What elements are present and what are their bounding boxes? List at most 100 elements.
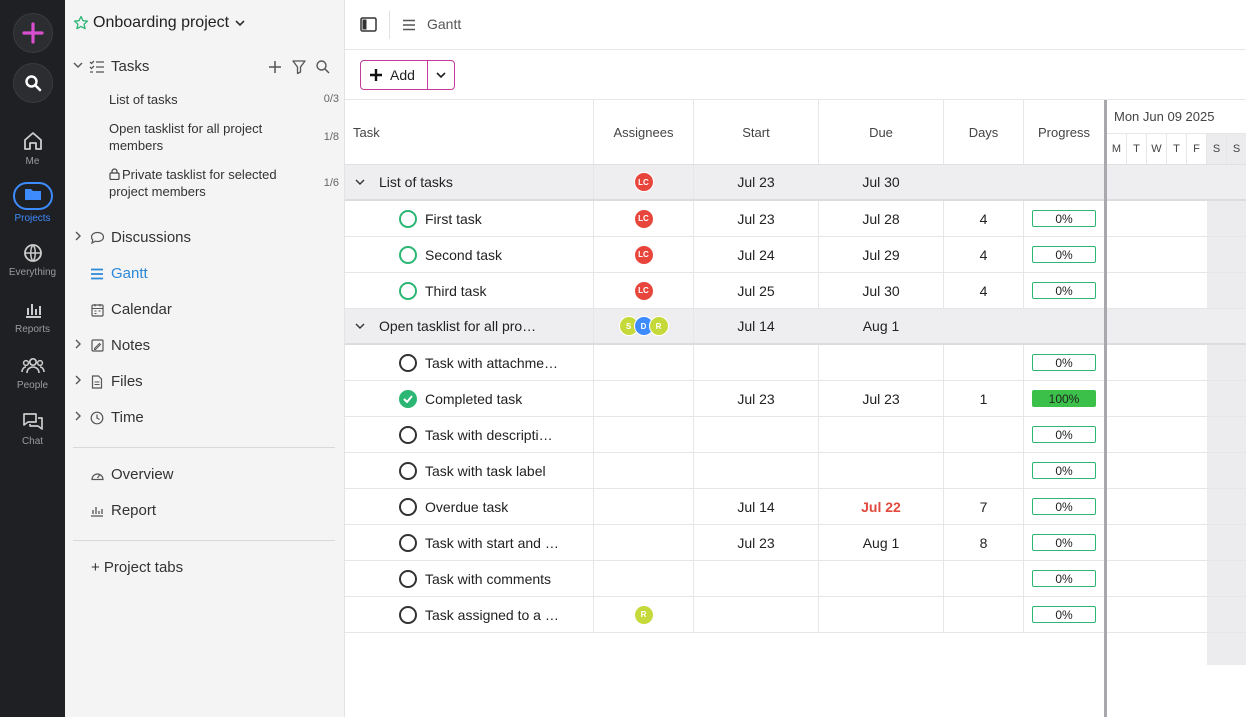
- task-progress[interactable]: 0%: [1032, 210, 1096, 227]
- task-start[interactable]: Jul 23: [737, 534, 775, 551]
- task-start[interactable]: Jul 14: [737, 498, 775, 515]
- column-header-task[interactable]: Task: [345, 100, 594, 164]
- star-icon[interactable]: [73, 15, 89, 31]
- task-name[interactable]: Task with attachme…: [425, 354, 559, 371]
- project-tabs-button[interactable]: + Project tabs: [91, 559, 183, 576]
- task-progress[interactable]: 0%: [1032, 534, 1096, 551]
- nav-discussions[interactable]: Discussions: [73, 229, 191, 246]
- search-button[interactable]: [13, 63, 53, 103]
- chevron-down-icon[interactable]: [355, 177, 365, 187]
- task-progress[interactable]: 0%: [1032, 426, 1096, 443]
- task-row[interactable]: Task with attachme… 0%: [345, 345, 1105, 381]
- task-name[interactable]: Second task: [425, 246, 503, 263]
- rail-item-people[interactable]: People: [0, 356, 65, 391]
- task-due[interactable]: Jul 30: [862, 282, 900, 299]
- task-start[interactable]: Jul 25: [737, 282, 775, 299]
- grid-resize-handle[interactable]: [1104, 100, 1107, 717]
- chevron-down-icon[interactable]: [73, 60, 87, 73]
- column-header-assignees[interactable]: Assignees: [594, 100, 694, 164]
- task-row[interactable]: Completed task Jul 23 Jul 23 1 100%: [345, 381, 1105, 417]
- task-completed-check-icon[interactable]: [399, 389, 417, 408]
- search-icon[interactable]: [315, 59, 331, 79]
- group-row[interactable]: List of tasks LC Jul 23 Jul 30: [345, 165, 1105, 201]
- task-due[interactable]: Jul 23: [862, 390, 900, 407]
- add-button[interactable]: Add: [361, 61, 428, 89]
- task-name[interactable]: Overdue task: [425, 498, 509, 515]
- chevron-right-icon[interactable]: [73, 339, 87, 352]
- nav-tasks[interactable]: Tasks: [73, 58, 339, 75]
- task-name[interactable]: Third task: [425, 282, 487, 299]
- task-status-circle-icon[interactable]: [399, 605, 417, 624]
- avatar[interactable]: LC: [633, 172, 654, 192]
- nav-time[interactable]: Time: [73, 409, 144, 426]
- nav-overview[interactable]: Overview: [73, 466, 174, 483]
- task-start[interactable]: Jul 23: [737, 390, 775, 407]
- task-progress[interactable]: 0%: [1032, 246, 1096, 263]
- project-title-dropdown[interactable]: Onboarding project: [73, 14, 246, 32]
- create-button[interactable]: [13, 13, 53, 53]
- column-header-days[interactable]: Days: [944, 100, 1024, 164]
- task-row[interactable]: First task LC Jul 23 Jul 28 4 0%: [345, 201, 1105, 237]
- task-row[interactable]: Task with descripti… 0%: [345, 417, 1105, 453]
- task-row[interactable]: Third task LC Jul 25 Jul 30 4 0%: [345, 273, 1105, 309]
- task-due-overdue[interactable]: Jul 22: [861, 498, 901, 515]
- task-row[interactable]: Task with task label 0%: [345, 453, 1105, 489]
- nav-calendar[interactable]: Calendar: [73, 301, 172, 318]
- task-status-circle-icon[interactable]: [399, 425, 417, 444]
- task-progress[interactable]: 100%: [1032, 390, 1096, 407]
- rail-item-me[interactable]: Me: [0, 130, 65, 167]
- task-status-circle-icon[interactable]: [399, 209, 417, 228]
- avatar[interactable]: LC: [633, 244, 654, 265]
- avatar[interactable]: LC: [633, 208, 654, 229]
- group-row[interactable]: Open tasklist for all pro… S D R Jul 14 …: [345, 309, 1105, 345]
- task-progress[interactable]: 0%: [1032, 354, 1096, 371]
- task-status-circle-icon[interactable]: [399, 461, 417, 480]
- rail-item-everything[interactable]: Everything: [0, 243, 65, 278]
- tasklist-item[interactable]: Open tasklist for all project members 1/…: [109, 120, 339, 154]
- add-task-icon[interactable]: [267, 59, 283, 79]
- task-row[interactable]: Task assigned to a … R 0%: [345, 597, 1105, 633]
- tasklist-item[interactable]: Private tasklist for selected project me…: [109, 166, 339, 200]
- task-progress[interactable]: 0%: [1032, 498, 1096, 515]
- task-progress[interactable]: 0%: [1032, 606, 1096, 623]
- task-status-circle-icon[interactable]: [399, 497, 417, 516]
- nav-gantt[interactable]: Gantt: [73, 265, 148, 282]
- task-name[interactable]: First task: [425, 210, 482, 227]
- task-row[interactable]: Overdue task Jul 14 Jul 22 7 0%: [345, 489, 1105, 525]
- nav-report[interactable]: Report: [73, 502, 156, 519]
- task-due[interactable]: Jul 28: [862, 210, 900, 227]
- column-header-start[interactable]: Start: [694, 100, 819, 164]
- task-due[interactable]: Jul 29: [862, 246, 900, 263]
- task-status-circle-icon[interactable]: [399, 533, 417, 552]
- nav-notes[interactable]: Notes: [73, 337, 150, 354]
- avatar[interactable]: R: [648, 316, 669, 336]
- task-row[interactable]: Task with start and … Jul 23 Aug 1 8 0%: [345, 525, 1105, 561]
- chevron-right-icon[interactable]: [73, 231, 87, 244]
- add-dropdown-button[interactable]: [428, 69, 454, 81]
- avatar[interactable]: LC: [633, 280, 654, 301]
- task-progress[interactable]: 0%: [1032, 570, 1096, 587]
- rail-item-reports[interactable]: Reports: [0, 300, 65, 335]
- task-progress[interactable]: 0%: [1032, 282, 1096, 299]
- task-status-circle-icon[interactable]: [399, 245, 417, 264]
- task-row[interactable]: Task with comments 0%: [345, 561, 1105, 597]
- task-status-circle-icon[interactable]: [399, 281, 417, 300]
- rail-item-chat[interactable]: Chat: [0, 412, 65, 447]
- column-header-progress[interactable]: Progress: [1024, 100, 1105, 164]
- filter-icon[interactable]: [291, 59, 307, 79]
- avatar[interactable]: R: [633, 604, 654, 625]
- rail-item-projects[interactable]: Projects: [0, 182, 65, 224]
- chevron-right-icon[interactable]: [73, 375, 87, 388]
- chevron-down-icon[interactable]: [355, 321, 365, 331]
- task-name[interactable]: Task assigned to a …: [425, 606, 559, 623]
- task-status-circle-icon[interactable]: [399, 569, 417, 588]
- task-progress[interactable]: 0%: [1032, 462, 1096, 479]
- task-start[interactable]: Jul 23: [737, 210, 775, 227]
- task-name[interactable]: Completed task: [425, 390, 523, 407]
- task-status-circle-icon[interactable]: [399, 353, 417, 372]
- task-name[interactable]: Task with task label: [425, 462, 546, 479]
- task-name[interactable]: Task with comments: [425, 570, 552, 587]
- nav-files[interactable]: Files: [73, 373, 143, 390]
- chevron-right-icon[interactable]: [73, 411, 87, 424]
- avatar[interactable]: D: [633, 316, 654, 336]
